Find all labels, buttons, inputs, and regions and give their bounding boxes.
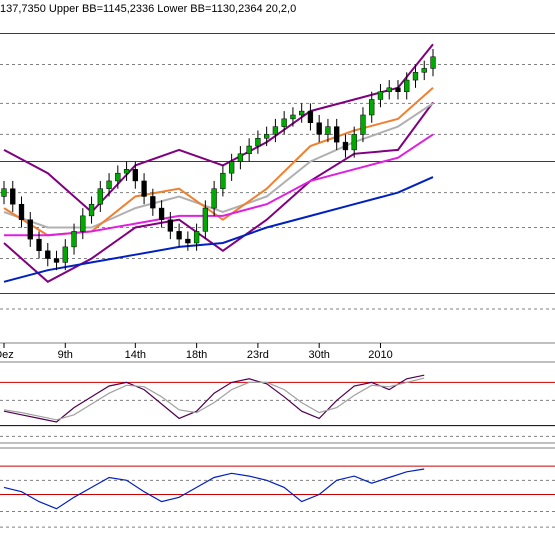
chart-title: 137,7350 Upper BB=1145,2336 Lower BB=113… [0,3,296,15]
candle-body [220,172,226,189]
candle-body [176,231,182,240]
candle-body [18,203,25,220]
candle-body [272,126,279,135]
candle-body [141,180,147,197]
candle-body [185,238,191,244]
candle-body [211,188,217,209]
candle-body [45,250,51,259]
candle-body [421,68,427,73]
candle-body [351,134,357,151]
candle-body [255,138,261,147]
candle-body [27,219,33,240]
candle-body [36,238,42,252]
candle-body [281,118,287,127]
candle-body [53,258,60,263]
candle-body [430,56,436,69]
candle-body [193,231,200,244]
candle-body [106,180,112,189]
candle-body [10,188,16,205]
candle-body [404,79,410,92]
candle-body [377,91,384,100]
x-tick-label: 9th [58,349,73,361]
candle-body [123,169,130,174]
candle-body [307,110,314,123]
candle-body [150,196,156,209]
x-tick-label: Dez [0,349,14,361]
candle-body [115,172,121,182]
candle-body [395,87,401,92]
indicator-line [3,374,425,423]
candle-body [360,114,366,135]
candle-body [97,188,103,205]
candle-body [386,87,392,92]
indicator-line [3,176,434,283]
indicator-line [3,468,425,510]
x-tick-label: 14th [125,349,146,361]
candle-body [246,145,252,155]
candle-body [228,161,235,174]
candle-body [132,169,138,182]
indicator-line [3,102,434,229]
candle-body [316,122,322,135]
candle-body [158,207,165,220]
candle-body [290,114,296,120]
candle-body [263,134,270,139]
candle-body [167,219,174,232]
candle-body [342,141,349,151]
indicator-line [3,43,434,214]
x-tick-label: 2010 [368,349,392,361]
x-tick-label: 23rd [247,349,269,361]
candle-body [369,99,375,116]
indicator-line [4,133,434,237]
candle-body [88,203,95,217]
candle-body [62,246,68,263]
candle-body [71,231,77,248]
indicator-line [3,101,434,284]
candle-body [299,110,305,116]
candle-body [1,188,7,197]
x-tick-label: 18th [186,349,207,361]
candle-body [237,153,244,162]
candle-body [334,126,340,143]
candle-body [325,126,331,135]
candle-body [80,215,86,232]
indicator-line [3,377,425,421]
candle-body [412,72,419,81]
x-tick-label: 30th [308,349,329,361]
candle-body [202,207,209,232]
